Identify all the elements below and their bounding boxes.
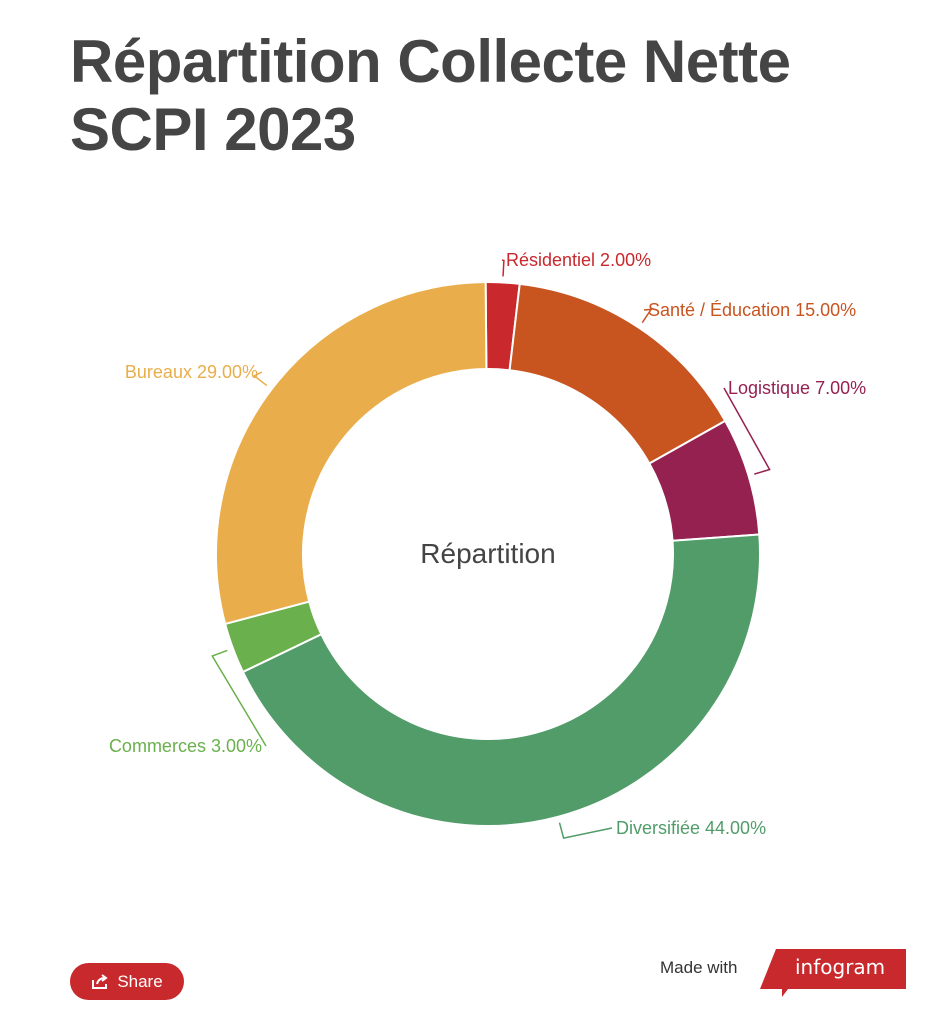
donut-chart: Résidentiel 2.00% Santé / Éducation 15.00… bbox=[109, 250, 866, 839]
slice-label-0: Résidentiel 2.00% bbox=[506, 250, 651, 270]
chart-title: Répartition Collecte Nette SCPI 2023 bbox=[70, 28, 910, 164]
chart-title-line-2: SCPI 2023 bbox=[70, 96, 356, 163]
leader-line-3 bbox=[558, 822, 613, 839]
infogram-brand: infogram bbox=[795, 955, 886, 979]
leader-line-0 bbox=[501, 259, 505, 277]
infogram-logo-badge[interactable] bbox=[758, 947, 908, 997]
center-label: Répartition bbox=[420, 538, 555, 569]
share-label: Share bbox=[117, 971, 163, 991]
leader-line-1 bbox=[641, 308, 653, 324]
share-button[interactable]: Share bbox=[70, 963, 184, 1000]
leader-line-4 bbox=[211, 649, 267, 747]
slice-label-2: Logistique 7.00% bbox=[728, 378, 866, 398]
share-icon bbox=[92, 973, 108, 989]
leader-line-2 bbox=[723, 387, 771, 475]
slice-label-5: Bureaux 29.00% bbox=[125, 362, 258, 382]
chart-title-line-1: Répartition Collecte Nette bbox=[70, 28, 791, 95]
slice-label-1: Santé / Éducation 15.00% bbox=[648, 300, 856, 320]
made-with-label: Made with bbox=[660, 958, 738, 977]
slice-label-3: Diversifiée 44.00% bbox=[616, 818, 766, 838]
slice-diversifi-e[interactable] bbox=[241, 533, 761, 827]
slice-bureaux[interactable] bbox=[215, 281, 488, 626]
leader-line-5 bbox=[252, 371, 268, 387]
slice-label-4: Commerces 3.00% bbox=[109, 736, 262, 756]
